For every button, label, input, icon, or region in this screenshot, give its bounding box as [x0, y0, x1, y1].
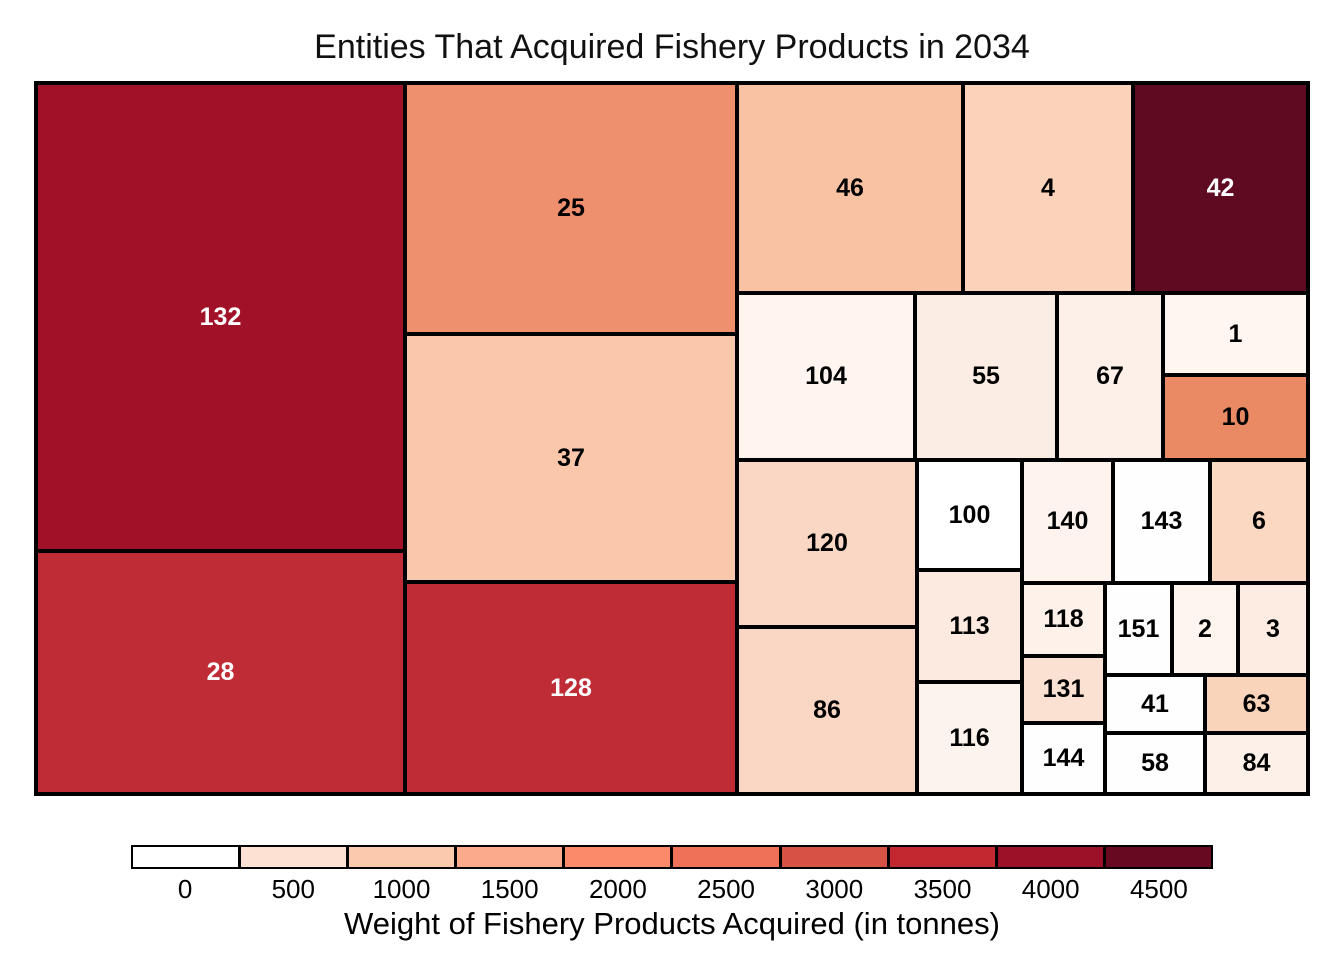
colorbar-tick-label: 1000	[372, 874, 431, 904]
treemap-cell-label: 113	[949, 611, 990, 640]
chart-title: Entities That Acquired Fishery Products …	[314, 28, 1030, 66]
treemap-cell-label: 144	[1042, 744, 1085, 772]
treemap-cell-label: 84	[1242, 749, 1271, 777]
colorbar-tick-label: 4000	[1021, 874, 1080, 904]
treemap-cell: 4	[963, 83, 1133, 293]
treemap-cell: 46	[737, 83, 963, 293]
treemap-cell: 132	[36, 83, 405, 551]
treemap-cell-label: 46	[836, 173, 864, 202]
treemap-cell: 42	[1133, 83, 1308, 293]
treemap-cell-label: 10	[1221, 403, 1250, 431]
colorbar-tick-label: 2500	[697, 874, 756, 904]
treemap-cell: 144	[1022, 723, 1105, 794]
treemap-cell-label: 28	[206, 658, 235, 686]
treemap-cell-label: 132	[199, 302, 242, 331]
treemap-cell: 6	[1210, 460, 1308, 583]
treemap-plot: 132 28 25 37 128 46 4 42 104 55 67 1 10 120 86 100 113 11…	[34, 81, 1310, 796]
colorbar-segment	[997, 847, 1106, 867]
colorbar-segment	[133, 847, 242, 867]
colorbar-segment	[349, 847, 458, 867]
treemap-cell-label: 4	[1041, 173, 1055, 202]
colorbar-segment	[781, 847, 890, 867]
treemap-cell-label: 37	[557, 443, 585, 472]
treemap-cell: 1	[1163, 293, 1308, 375]
treemap-cell-label: 131	[1042, 675, 1085, 703]
treemap-cell: 55	[915, 293, 1057, 460]
treemap-cell: 131	[1022, 656, 1105, 723]
treemap-cell: 2	[1172, 583, 1238, 675]
treemap-cell: 84	[1205, 733, 1308, 794]
treemap-cell: 100	[917, 460, 1022, 570]
colorbar-segment	[241, 847, 350, 867]
colorbar-tick-label: 1500	[480, 874, 539, 904]
treemap-cell-label: 151	[1117, 614, 1160, 643]
treemap-cell-label: 55	[972, 362, 1000, 390]
treemap-cell-label: 1	[1228, 319, 1243, 348]
colorbar-tick-label: 3000	[805, 874, 864, 904]
treemap-cell: 58	[1105, 733, 1205, 794]
treemap-cell: 140	[1022, 460, 1113, 583]
treemap-cell: 10	[1163, 375, 1308, 460]
treemap-cell-label: 67	[1096, 362, 1124, 390]
treemap-cell-label: 116	[949, 723, 990, 752]
treemap-cell: 41	[1105, 675, 1205, 733]
colorbar-tick-label: 0	[177, 874, 193, 904]
treemap-cell-label: 100	[948, 500, 991, 529]
treemap-cell-label: 2	[1198, 614, 1212, 643]
colorbar-segment	[673, 847, 782, 867]
treemap-cell: 128	[405, 582, 737, 794]
treemap-cell: 143	[1113, 460, 1210, 583]
treemap-cell: 25	[405, 83, 737, 334]
treemap-cell-label: 63	[1242, 689, 1271, 718]
colorbar-tick-label: 4500	[1129, 874, 1188, 904]
treemap-cell: 118	[1022, 583, 1105, 656]
colorbar-tick-label: 3500	[913, 874, 972, 904]
treemap-cell: 63	[1205, 675, 1308, 733]
treemap-cell-label: 140	[1046, 507, 1089, 535]
treemap-cell-label: 86	[813, 696, 841, 724]
treemap-cell: 116	[917, 682, 1022, 794]
colorbar-segment	[889, 847, 998, 867]
treemap-cell-label: 104	[805, 362, 847, 390]
treemap-cell: 86	[737, 627, 917, 794]
colorbar-tick-label: 2000	[588, 874, 647, 904]
colorbar-tick-label: 500	[271, 874, 315, 904]
colorbar-segment	[1105, 847, 1211, 867]
colorbar-segment	[565, 847, 674, 867]
treemap-cell: 3	[1238, 583, 1308, 675]
treemap-cell-label: 58	[1141, 749, 1169, 777]
treemap-cell: 67	[1057, 293, 1163, 460]
colorbar-ticks: 0 500 1000 1500 2000 2500 3000 3500 4000 4500	[131, 874, 1213, 904]
treemap-cell-label: 42	[1206, 173, 1235, 202]
treemap-cell: 113	[917, 570, 1022, 682]
treemap-cell: 104	[737, 293, 915, 460]
treemap-cell-label: 128	[550, 673, 592, 702]
treemap-cell-label: 3	[1266, 614, 1280, 643]
treemap-cell-label: 41	[1141, 689, 1169, 718]
colorbar-axis-label: Weight of Fishery Products Acquired (in …	[344, 906, 1000, 941]
treemap-cell-label: 118	[1043, 605, 1084, 633]
treemap-cell: 151	[1105, 583, 1172, 675]
treemap-cell-label: 143	[1140, 507, 1183, 535]
colorbar	[131, 845, 1213, 869]
treemap-cell-label: 25	[557, 194, 585, 222]
treemap-cell-label: 6	[1252, 507, 1266, 535]
treemap-cell-label: 120	[806, 529, 848, 557]
treemap-cell: 120	[737, 460, 917, 627]
treemap-cell: 37	[405, 334, 737, 582]
treemap-cell: 28	[36, 551, 405, 794]
colorbar-segment	[457, 847, 566, 867]
